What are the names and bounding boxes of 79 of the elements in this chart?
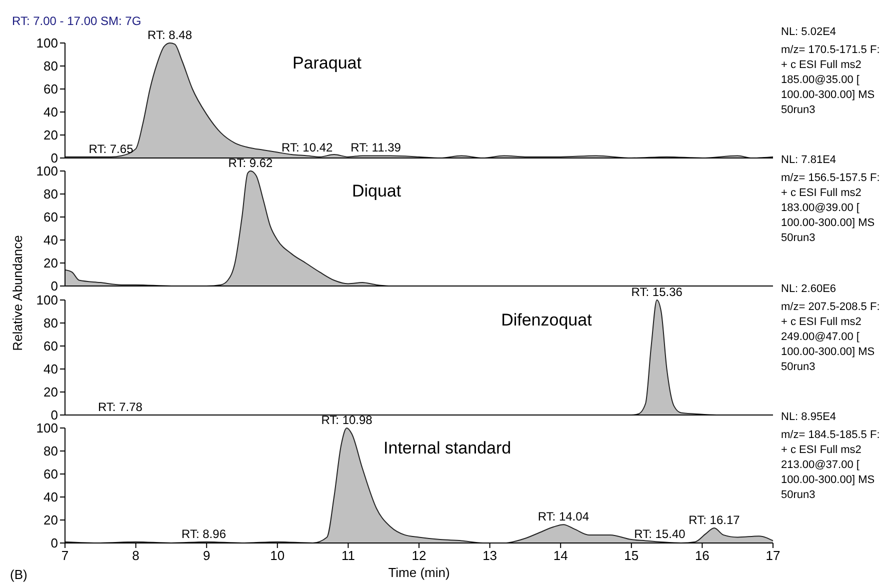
text: 185.00@35.00 [ — [781, 74, 860, 86]
annotation: RT: 15.36 — [631, 285, 683, 299]
text: 100.00-300.00] MS — [781, 217, 875, 229]
y-tick-label: 0 — [50, 150, 58, 166]
annotation: RT: 8.96 — [182, 526, 226, 541]
text: (B) — [10, 567, 28, 582]
x-tick-label: 17 — [766, 548, 780, 563]
y-tick-label: 40 — [44, 232, 58, 248]
text: + c ESI Full ms2 — [781, 187, 862, 199]
x-tick-label: 9 — [202, 548, 210, 563]
text: Internal standard — [384, 438, 512, 458]
y-tick-label: 0 — [50, 408, 58, 423]
y-tick-label: 60 — [44, 210, 58, 225]
x-tick-label: 12 — [412, 548, 426, 563]
chart-subtitle: RT: 7.00 - 17.00 SM: 7G — [12, 14, 142, 28]
annotation: RT: 8.48 — [148, 28, 192, 42]
y-tick-label: 0 — [50, 278, 58, 294]
y-tick-label: 20 — [44, 256, 58, 271]
text: 50run3 — [781, 232, 816, 244]
x-tick-label: 8 — [132, 548, 140, 563]
text: + c ESI Full ms2 — [781, 444, 862, 456]
text: m/z= 156.5-157.5 F: — [781, 172, 880, 184]
y-tick-label: 20 — [44, 512, 58, 528]
y-tick-label: 40 — [44, 490, 58, 505]
x-tick-label: 14 — [553, 548, 568, 563]
text: 100.00-300.00] MS — [781, 89, 875, 101]
text: + c ESI Full ms2 — [781, 316, 862, 328]
y-tick-label: 60 — [44, 82, 58, 97]
y-tick-label: 100 — [36, 36, 58, 51]
text: 213.00@37.00 [ — [781, 459, 860, 471]
text: m/z= 184.5-185.5 F: — [781, 429, 880, 441]
x-tick-label: 10 — [270, 548, 285, 563]
y-tick-label: 20 — [44, 384, 58, 400]
annotation: RT: 10.42 — [282, 140, 334, 155]
y-axis-title: Relative Abundance — [10, 235, 25, 351]
text: 100.00-300.00] MS — [781, 474, 875, 486]
x-tick-label: 13 — [482, 548, 498, 563]
y-tick-label: 20 — [44, 128, 58, 143]
text: Difenzoquat — [501, 310, 592, 330]
annotation: RT: 7.78 — [98, 400, 143, 414]
y-tick-label: 100 — [36, 164, 58, 179]
text: 249.00@47.00 [ — [781, 331, 860, 343]
annotation: RT: 16.17 — [688, 513, 740, 528]
annotation: RT: 15.40 — [634, 526, 686, 541]
y-tick-label: 80 — [44, 58, 58, 74]
y-tick-label: 80 — [44, 444, 58, 459]
text: NL: 2.60E6 — [781, 283, 836, 295]
text: 50run3 — [781, 489, 816, 501]
text: 50run3 — [781, 361, 816, 373]
y-tick-label: 40 — [44, 104, 58, 120]
annotation: RT: 10.98 — [321, 413, 373, 427]
annotation: RT: 7.65 — [88, 142, 134, 156]
x-tick-label: 11 — [341, 548, 355, 563]
y-tick-label: 100 — [36, 420, 58, 436]
text: m/z= 207.5-208.5 F: — [781, 301, 880, 313]
text: Paraquat — [292, 53, 362, 72]
text: 50run3 — [781, 104, 816, 116]
text: m/z= 170.5-171.5 F: — [781, 44, 880, 56]
text: NL: 5.02E4 — [781, 26, 836, 38]
y-tick-label: 80 — [44, 316, 58, 331]
y-tick-label: 100 — [36, 292, 58, 308]
y-tick-label: 40 — [44, 362, 58, 377]
annotation: RT: 11.39 — [350, 140, 402, 155]
y-tick-label: 0 — [50, 536, 58, 551]
text: Diquat — [352, 181, 402, 200]
y-tick-label: 80 — [44, 186, 58, 202]
text: + c ESI Full ms2 — [781, 59, 862, 71]
y-tick-label: 60 — [44, 338, 58, 354]
text: 100.00-300.00] MS — [781, 346, 875, 358]
text: NL: 7.81E4 — [781, 154, 836, 166]
x-tick-label: 15 — [624, 548, 639, 563]
annotation: RT: 14.04 — [538, 510, 590, 524]
text: NL: 8.95E4 — [781, 411, 836, 423]
y-tick-label: 60 — [44, 466, 58, 482]
text: 183.00@39.00 [ — [781, 202, 860, 214]
x-axis-title: Time (min) — [388, 565, 450, 580]
x-tick-label: 16 — [694, 548, 710, 563]
annotation: RT: 9.62 — [228, 156, 274, 170]
x-tick-label: 7 — [61, 548, 69, 563]
